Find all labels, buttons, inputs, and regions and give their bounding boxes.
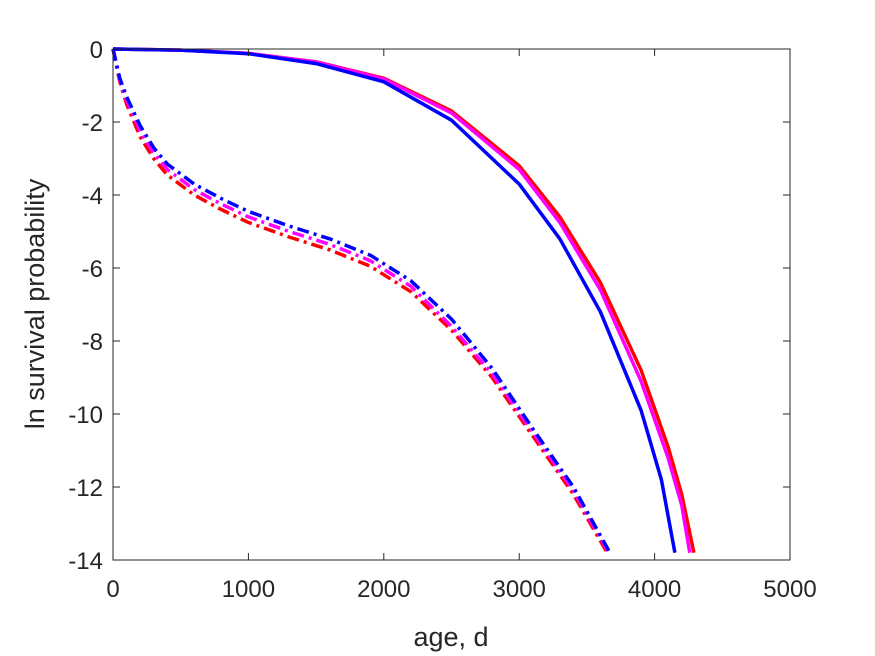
y-tick-label: -10 [68, 402, 103, 429]
y-tick-label: -4 [82, 183, 103, 210]
y-tick-label: -14 [68, 548, 103, 575]
x-tick-label: 1000 [222, 576, 275, 603]
x-tick-label: 0 [106, 576, 119, 603]
series-line-6-dashdot [111, 48, 612, 554]
y-axis-title: ln survival probability [20, 178, 50, 429]
x-tick-label: 4000 [628, 576, 681, 603]
x-tick-label: 3000 [493, 576, 546, 603]
plot-frame [112, 48, 791, 561]
x-axis-title: age, d [413, 622, 488, 652]
series-line-3-solid [112, 47, 677, 554]
y-tick-label: -8 [82, 329, 103, 356]
series-line-4-dashdot [111, 48, 609, 554]
x-axis: 0 1000 2000 3000 4000 5000 [106, 49, 817, 603]
x-tick-label: 5000 [763, 576, 816, 603]
y-tick-label: -6 [82, 256, 103, 283]
y-axis: 0 -2 -4 -6 -8 -10 -12 -14 [68, 37, 790, 575]
y-tick-label: -12 [68, 475, 103, 502]
series-line-5-dashdot [111, 48, 611, 554]
x-tick-label: 2000 [357, 576, 410, 603]
y-tick-label: -2 [82, 110, 103, 137]
y-tick-label: 0 [90, 37, 103, 64]
plot-area [113, 49, 790, 560]
